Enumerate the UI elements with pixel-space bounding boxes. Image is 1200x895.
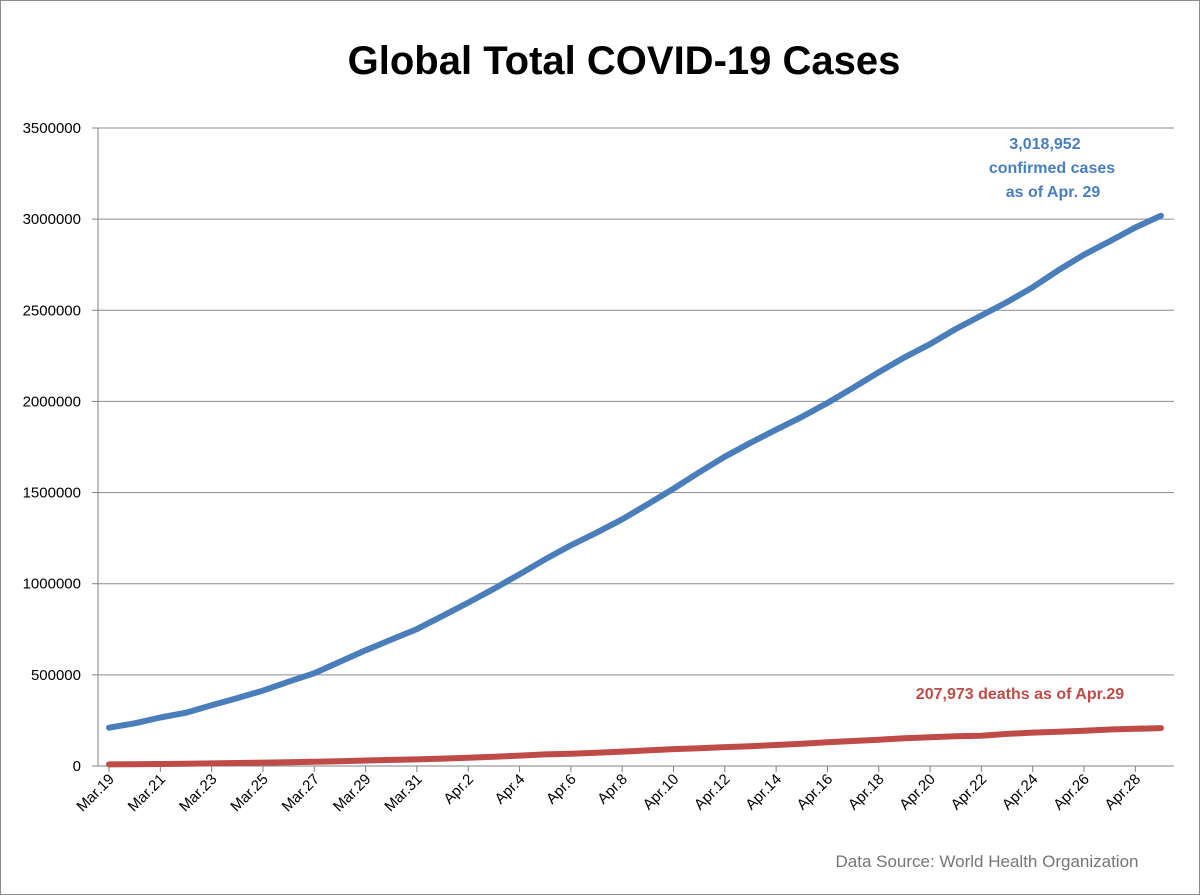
x-tick-label: Apr.22 — [948, 771, 991, 814]
x-tick-labels: Mar.19 Mar.21 Mar.23 Mar.25 Mar.27 Mar.29 Mar.… — [73, 771, 1144, 815]
axes — [97, 128, 1174, 767]
y-tick-label: 2000000 — [23, 393, 81, 410]
x-tick-label: Mar.31 — [381, 771, 425, 815]
y-tick-label: 1000000 — [23, 576, 81, 593]
x-tick-label: Apr.26 — [1050, 771, 1093, 814]
y-tick-label: 2500000 — [23, 302, 81, 319]
confirmed-annotation: 3,018,952 confirmed cases as of Apr. 29 — [989, 136, 1115, 201]
deaths-line — [106, 725, 1164, 768]
y-tick-label: 0 — [73, 758, 81, 775]
x-tick-label: Mar.21 — [125, 771, 169, 815]
x-tick-label: Apr.8 — [594, 771, 631, 808]
x-tick-label: Apr.4 — [492, 771, 529, 808]
confirmed-cases-line — [106, 212, 1164, 731]
x-tick-label: Mar.27 — [279, 771, 323, 815]
y-tick-label: 3000000 — [23, 211, 81, 228]
x-tick-label: Apr.20 — [896, 771, 939, 814]
confirmed-annotation-count: 3,018,952 — [1009, 136, 1080, 153]
y-tick-label: 500000 — [31, 667, 81, 684]
x-tick-label: Mar.25 — [227, 771, 271, 815]
y-tick-label: 1500000 — [23, 485, 81, 502]
x-tick-label: Apr.12 — [691, 771, 734, 814]
data-source-note: Data Source: World Health Organization — [835, 852, 1138, 871]
x-tick-label: Apr.18 — [845, 771, 888, 814]
chart-title: Global Total COVID-19 Cases — [348, 39, 901, 83]
x-tick-label: Apr.2 — [440, 771, 477, 808]
series-lines — [106, 212, 1164, 768]
x-tick-label: Mar.23 — [176, 771, 220, 815]
x-tick-label: Apr.24 — [999, 771, 1042, 814]
y-tick-labels: 0 500000 1000000 1500000 2000000 2500000 30000… — [23, 120, 81, 775]
x-tick-label: Apr.6 — [543, 771, 580, 808]
x-tick-label: Apr.16 — [794, 771, 837, 814]
x-tick-label: Mar.19 — [73, 771, 117, 815]
confirmed-annotation-date: as of Apr. 29 — [1006, 184, 1101, 201]
x-tick-label: Mar.29 — [330, 771, 374, 815]
gridlines — [92, 127, 1174, 772]
deaths-annotation: 207,973 deaths as of Apr.29 — [916, 686, 1125, 703]
x-tick-label: Apr.10 — [640, 771, 683, 814]
x-tick-label: Apr.28 — [1101, 771, 1144, 814]
confirmed-annotation-label: confirmed cases — [989, 160, 1115, 177]
y-tick-label: 3500000 — [23, 120, 81, 137]
x-tick-label: Apr.14 — [742, 771, 785, 814]
